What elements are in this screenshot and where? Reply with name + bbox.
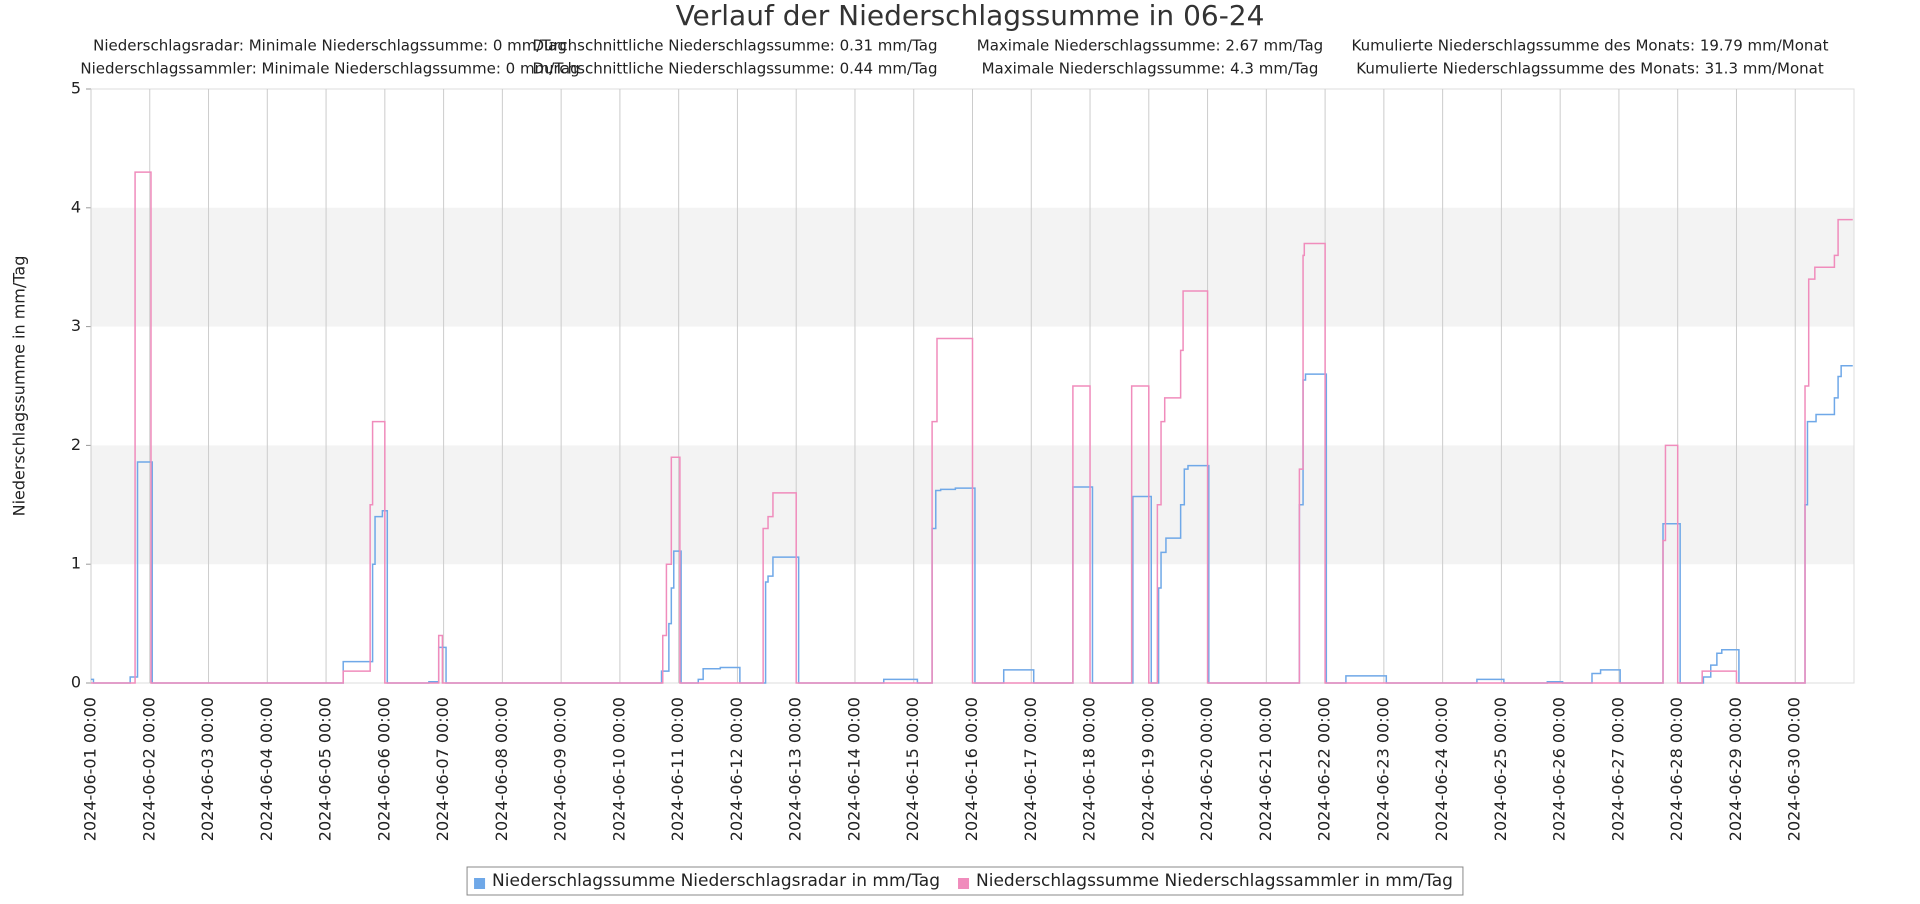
- stat-text: Kumulierte Niederschlagssumme des Monats…: [1356, 60, 1824, 78]
- x-tick-label: 2024-06-27 00:00: [1608, 697, 1627, 841]
- x-tick-label: 2024-06-04 00:00: [257, 697, 276, 841]
- x-tick-label: 2024-06-09 00:00: [551, 697, 570, 841]
- data-line: [91, 171, 1853, 684]
- x-tick-label: 2024-06-20 00:00: [1197, 697, 1216, 841]
- x-tick-label: 2024-06-18 00:00: [1080, 697, 1099, 841]
- y-tick-label: 4: [71, 197, 81, 216]
- y-tick-label: 2: [71, 435, 81, 454]
- x-tick-label: 2024-06-19 00:00: [1138, 697, 1157, 841]
- chart-title: Verlauf der Niederschlagssumme in 06-24: [676, 0, 1265, 32]
- x-tick-label: 2024-06-24 00:00: [1432, 697, 1451, 841]
- x-tick-label: 2024-06-23 00:00: [1373, 697, 1392, 841]
- y-axis-label: Niederschlagssumme in mm/Tag: [10, 256, 29, 517]
- stat-text: Kumulierte Niederschlagssumme des Monats…: [1351, 37, 1828, 55]
- y-tick-label: 3: [71, 316, 81, 335]
- x-tick-label: 2024-06-13 00:00: [786, 697, 805, 841]
- stat-text: Durchschnittliche Niederschlagssumme: 0.…: [533, 37, 938, 55]
- x-tick-label: 2024-06-01 00:00: [81, 697, 100, 841]
- stat-text: Durchschnittliche Niederschlagssumme: 0.…: [533, 60, 938, 78]
- x-tick-label: 2024-06-07 00:00: [433, 697, 452, 841]
- stat-text: Maximale Niederschlagssumme: 2.67 mm/Tag: [977, 37, 1323, 55]
- x-tick-label: 2024-06-05 00:00: [316, 697, 335, 841]
- x-tick-label: 2024-06-28 00:00: [1667, 697, 1686, 841]
- x-tick-label: 2024-06-17 00:00: [1021, 697, 1040, 841]
- stat-text: Niederschlagssammler: Minimale Niedersch…: [80, 60, 579, 78]
- x-tick-label: 2024-06-26 00:00: [1550, 697, 1569, 841]
- legend-swatch: [474, 878, 486, 889]
- x-tick-label: 2024-06-15 00:00: [903, 697, 922, 841]
- x-tick-label: 2024-06-21 00:00: [1256, 697, 1275, 841]
- y-tick-label: 5: [71, 79, 81, 98]
- stat-text: Niederschlagsradar: Minimale Niederschla…: [93, 37, 567, 55]
- legend-label: Niederschlagssumme Niederschlagssammler …: [976, 871, 1453, 891]
- x-tick-label: 2024-06-03 00:00: [198, 697, 217, 841]
- stat-text: Maximale Niederschlagssumme: 4.3 mm/Tag: [982, 60, 1319, 78]
- x-tick-label: 2024-06-22 00:00: [1315, 697, 1334, 841]
- x-tick-label: 2024-06-14 00:00: [844, 697, 863, 841]
- x-tick-label: 2024-06-08 00:00: [492, 697, 511, 841]
- y-tick-label: 0: [71, 673, 81, 692]
- x-tick-label: 2024-06-30 00:00: [1785, 697, 1804, 841]
- data-line: [91, 365, 1853, 684]
- x-tick-label: 2024-06-10 00:00: [609, 697, 628, 841]
- y-tick-label: 1: [71, 554, 81, 573]
- x-tick-label: 2024-06-02 00:00: [139, 697, 158, 841]
- x-tick-label: 2024-06-11 00:00: [668, 697, 687, 841]
- legend-label: Niederschlagssumme Niederschlagsradar in…: [492, 871, 940, 891]
- x-tick-label: 2024-06-25 00:00: [1491, 697, 1510, 841]
- x-tick-label: 2024-06-16 00:00: [962, 697, 981, 841]
- x-tick-label: 2024-06-12 00:00: [727, 697, 746, 841]
- x-tick-label: 2024-06-29 00:00: [1726, 697, 1745, 841]
- legend-swatch: [958, 878, 970, 889]
- x-tick-label: 2024-06-06 00:00: [374, 697, 393, 841]
